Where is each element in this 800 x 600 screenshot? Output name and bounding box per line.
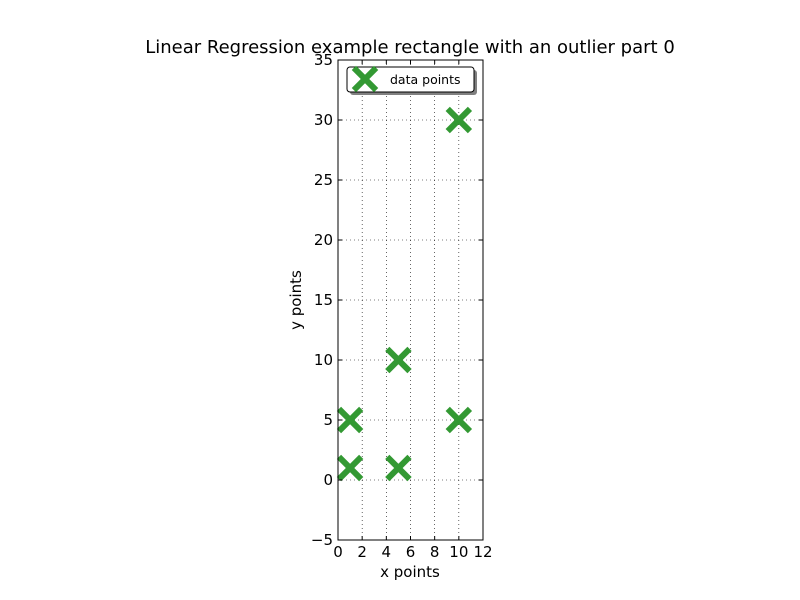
x-tick-labels: 0 2 4 6 8 10 12 xyxy=(333,543,492,561)
x-tick-label: 0 xyxy=(333,543,343,561)
x-tick-label: 2 xyxy=(357,543,367,561)
grid-lines xyxy=(338,60,483,540)
y-tick-labels: −5 0 5 10 15 20 25 30 35 xyxy=(311,51,333,549)
y-tick-label: −5 xyxy=(311,531,333,549)
y-tick-label: 5 xyxy=(323,411,333,429)
y-tick-label: 35 xyxy=(314,51,333,69)
data-point xyxy=(445,406,473,434)
y-tick-label: 0 xyxy=(323,471,333,489)
axis-ticks xyxy=(337,59,484,541)
data-point xyxy=(336,406,364,434)
legend-label: data points xyxy=(390,72,461,87)
y-tick-label: 25 xyxy=(314,171,333,189)
chart-title: Linear Regression example rectangle with… xyxy=(145,37,675,58)
legend: data points xyxy=(346,65,477,95)
x-tick-label: 10 xyxy=(449,543,468,561)
x-tick-label: 8 xyxy=(430,543,440,561)
legend-box xyxy=(346,66,475,93)
y-tick-label: 15 xyxy=(314,291,333,309)
legend-marker-x-icon xyxy=(351,65,379,93)
x-axis-label: x points xyxy=(380,563,440,581)
y-axis-label: y points xyxy=(287,270,305,330)
legend-marker xyxy=(351,65,379,93)
y-tick-label: 20 xyxy=(314,231,333,249)
y-tick-label: 30 xyxy=(314,111,333,129)
data-point xyxy=(385,346,412,374)
x-tick-label: 12 xyxy=(473,543,492,561)
data-point xyxy=(385,454,412,482)
y-tick-label: 10 xyxy=(314,351,333,369)
data-points xyxy=(336,106,473,482)
x-tick-label: 6 xyxy=(406,543,416,561)
x-tick-label: 4 xyxy=(382,543,392,561)
data-point xyxy=(336,454,364,482)
data-point xyxy=(445,106,473,134)
